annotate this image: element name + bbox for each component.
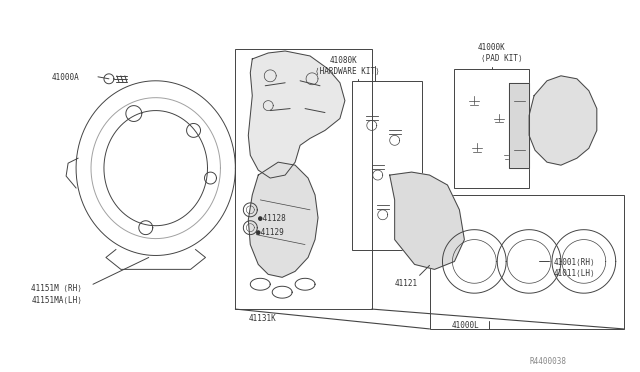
Text: ⟨HARDWARE KIT⟩: ⟨HARDWARE KIT⟩ — [315, 67, 380, 76]
Text: 41151M ⟨RH⟩: 41151M ⟨RH⟩ — [31, 284, 82, 293]
Text: 41000L: 41000L — [451, 321, 479, 330]
Polygon shape — [509, 83, 529, 168]
Text: 41001⟨RH⟩: 41001⟨RH⟩ — [554, 257, 596, 266]
Text: ⟨PAD KIT⟩: ⟨PAD KIT⟩ — [481, 54, 523, 63]
Text: R4400038: R4400038 — [529, 357, 566, 366]
Text: 41000K: 41000K — [477, 43, 505, 52]
Polygon shape — [529, 76, 596, 165]
Text: 41080K: 41080K — [330, 56, 358, 65]
Text: ●41128: ●41128 — [259, 214, 286, 223]
Text: 41151MA⟨LH⟩: 41151MA⟨LH⟩ — [31, 296, 82, 305]
Text: 41131K: 41131K — [248, 314, 276, 323]
Text: 41011⟨LH⟩: 41011⟨LH⟩ — [554, 269, 596, 278]
Polygon shape — [390, 172, 465, 269]
Text: 41121: 41121 — [395, 279, 418, 288]
Polygon shape — [248, 162, 318, 277]
Text: ●41129: ●41129 — [256, 228, 284, 237]
Polygon shape — [248, 51, 345, 178]
Text: 41000A: 41000A — [51, 73, 79, 82]
